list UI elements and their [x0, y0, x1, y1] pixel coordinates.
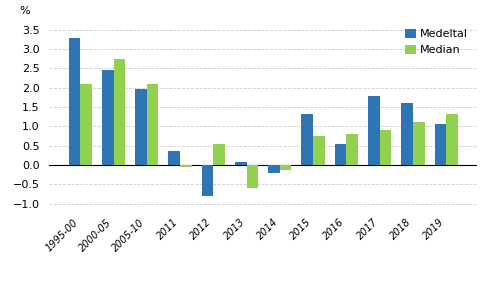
Bar — [413, 122, 425, 165]
Bar — [346, 134, 358, 165]
Bar — [147, 84, 158, 165]
Bar — [280, 165, 291, 170]
Bar — [401, 103, 413, 165]
Bar — [168, 151, 180, 165]
Bar — [214, 144, 225, 165]
Bar — [69, 37, 80, 165]
Bar — [446, 114, 458, 165]
Bar — [268, 165, 280, 173]
Bar — [135, 89, 147, 165]
Bar — [335, 144, 346, 165]
Text: %: % — [19, 6, 30, 16]
Bar — [313, 136, 325, 165]
Bar — [202, 165, 214, 196]
Bar — [434, 124, 446, 165]
Bar — [114, 59, 125, 165]
Bar — [180, 165, 192, 167]
Bar — [380, 130, 391, 165]
Bar — [246, 165, 258, 188]
Bar — [302, 114, 313, 165]
Bar — [102, 70, 114, 165]
Bar — [368, 96, 380, 165]
Legend: Medeltal, Median: Medeltal, Median — [401, 26, 472, 59]
Bar — [80, 84, 92, 165]
Bar — [235, 162, 246, 165]
